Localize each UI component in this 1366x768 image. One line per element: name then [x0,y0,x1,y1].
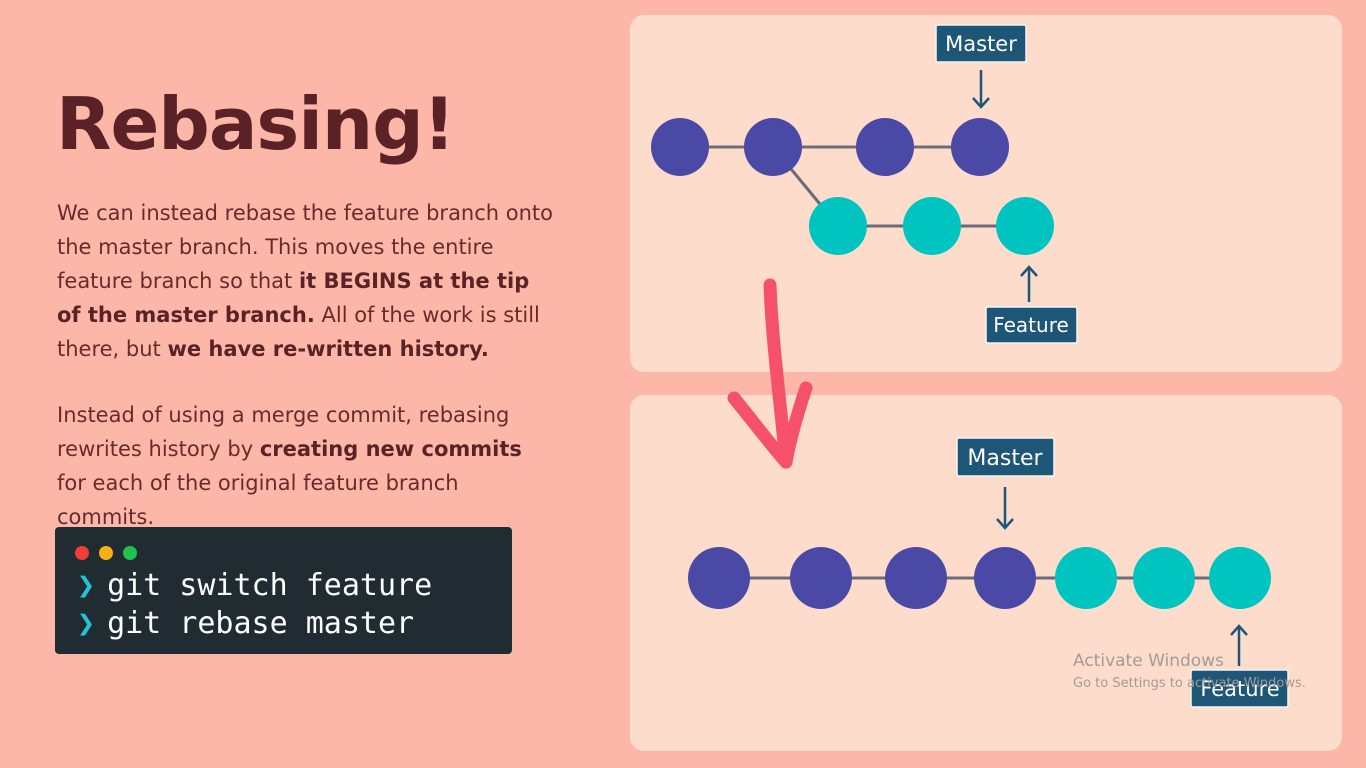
feature-pointer-arrow-icon [1021,267,1037,302]
rebased-feature-commit [1209,547,1271,609]
master-commit [885,547,947,609]
feature-commit [903,197,961,255]
feature-pointer-arrow-icon [1231,626,1247,666]
master-commit [856,118,914,176]
feature-commit [809,197,867,255]
master-pointer-arrow-icon [997,487,1013,528]
master-pointer-arrow-icon [973,70,989,107]
diagram-before: Master Feature [651,25,1077,343]
master-commit [974,547,1036,609]
master-label: Master [945,32,1017,56]
activate-windows-title: Activate Windows [1073,651,1224,671]
master-commit [790,547,852,609]
activate-windows-subtitle: Go to Settings to activate Windows. [1073,676,1306,691]
feature-label: Feature [993,313,1069,337]
master-label: Master [967,446,1043,471]
master-commit [744,118,802,176]
master-commit [651,118,709,176]
rebased-feature-commit [1133,547,1195,609]
feature-commit [996,197,1054,255]
master-commit [951,118,1009,176]
master-commit [688,547,750,609]
rebase-transition-arrow-icon [734,285,806,462]
rebased-feature-commit [1055,547,1117,609]
